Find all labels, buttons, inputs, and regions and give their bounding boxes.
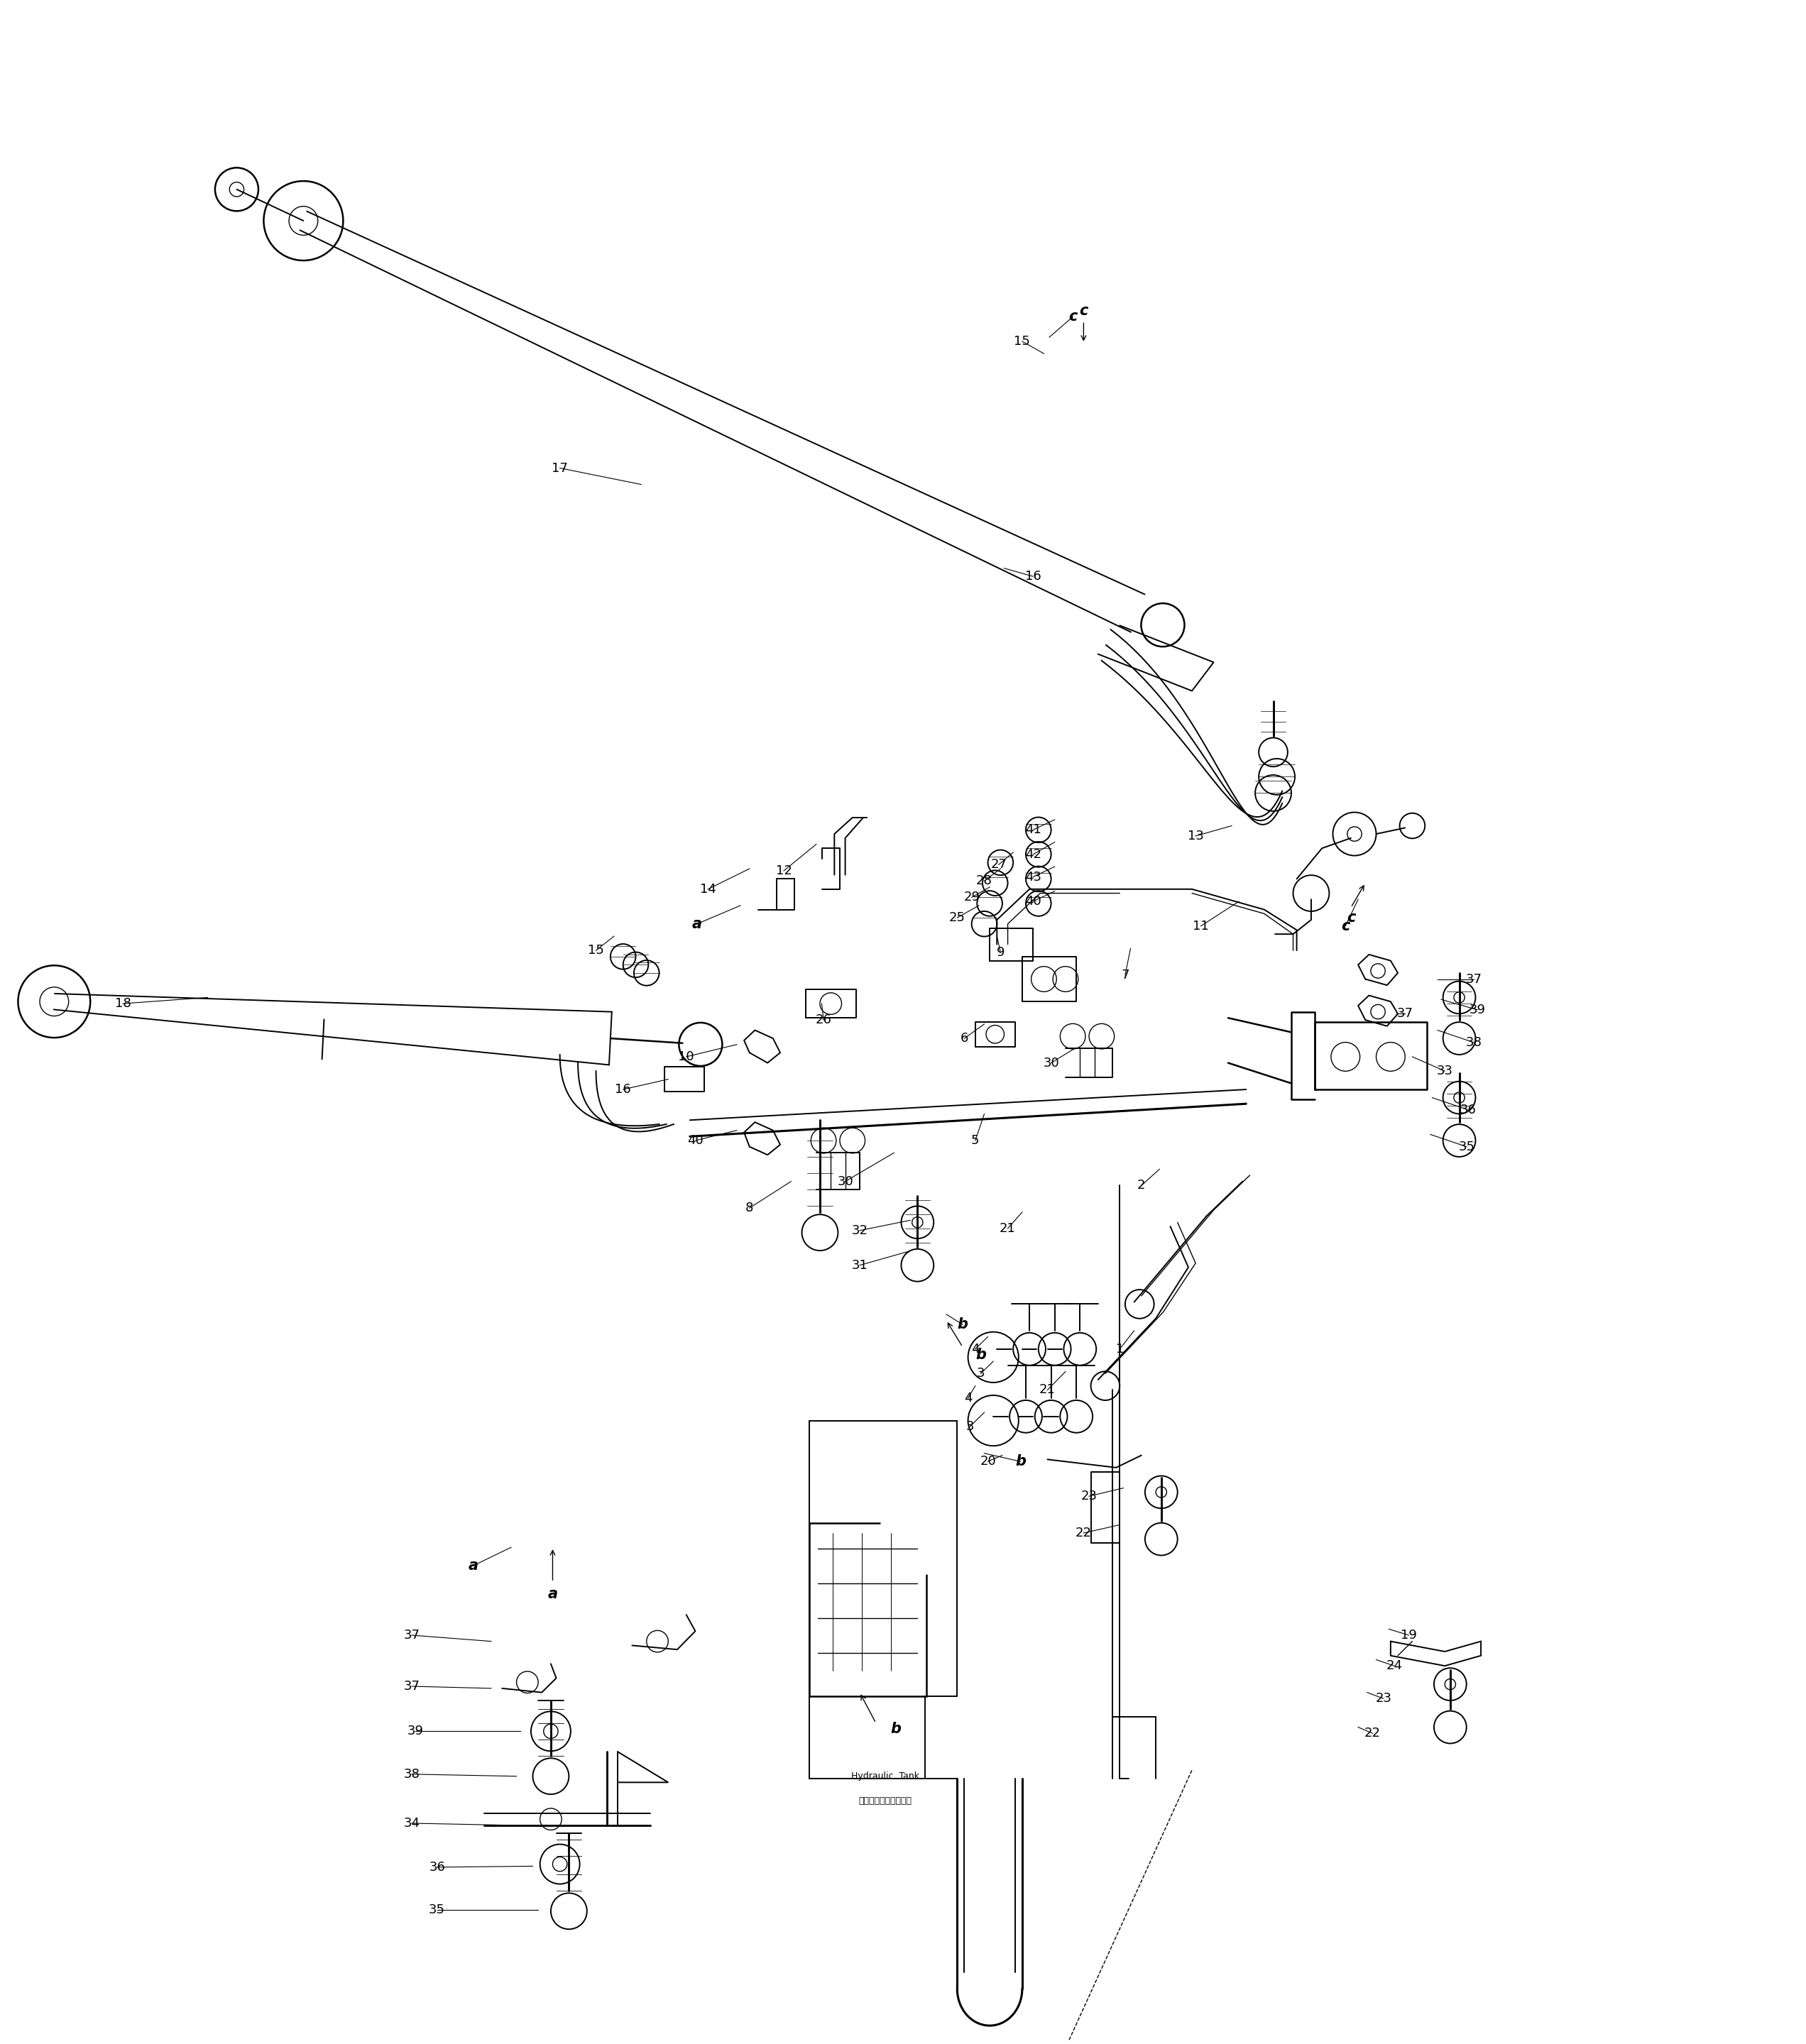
Text: 43: 43 [1024,871,1042,883]
Text: 21: 21 [1040,1384,1055,1396]
Text: 38: 38 [1466,1036,1481,1049]
Text: 35: 35 [428,1903,446,1917]
Text: a: a [692,918,703,930]
Text: 8: 8 [746,1202,753,1214]
Text: 39: 39 [1468,1004,1486,1016]
Text: 38: 38 [405,1768,419,1780]
Text: ハイドロリックタンク: ハイドロリックタンク [858,1797,912,1805]
Text: 33: 33 [1436,1065,1454,1077]
Text: Hydraulic  Tank: Hydraulic Tank [851,1772,919,1780]
Text: 2: 2 [1138,1179,1145,1192]
Text: 11: 11 [1194,920,1208,932]
Text: 37: 37 [1396,1008,1414,1020]
Text: 23: 23 [1080,1490,1098,1502]
Text: 29: 29 [963,891,981,903]
Text: 21: 21 [1001,1222,1015,1235]
Text: c: c [1342,920,1349,932]
Text: 40: 40 [688,1134,703,1147]
Text: 16: 16 [616,1083,630,1096]
Text: c: c [1080,305,1087,317]
Text: 18: 18 [116,997,130,1010]
Text: 15: 15 [1015,335,1029,347]
Text: 40: 40 [1026,895,1040,908]
Text: 13: 13 [1188,830,1203,842]
Text: 5: 5 [972,1134,979,1147]
Text: 39: 39 [406,1725,424,1737]
Text: c: c [1069,311,1076,323]
Text: 23: 23 [1374,1692,1392,1705]
Text: b: b [975,1349,986,1361]
Text: 15: 15 [589,944,603,957]
Text: 7: 7 [1122,969,1129,981]
Text: 24: 24 [1385,1660,1403,1672]
Text: 27: 27 [990,858,1008,871]
Text: 28: 28 [977,875,991,887]
Text: 42: 42 [1024,848,1042,861]
Text: 32: 32 [851,1224,869,1237]
Text: b: b [957,1318,968,1331]
Text: 31: 31 [852,1259,867,1271]
Text: 3: 3 [966,1421,973,1433]
Text: 20: 20 [981,1455,995,1468]
Text: 14: 14 [701,883,715,895]
Text: 37: 37 [1465,973,1483,985]
Text: 10: 10 [679,1051,694,1063]
Text: 34: 34 [403,1817,421,1829]
Text: 4: 4 [964,1392,972,1404]
Text: 22: 22 [1075,1527,1093,1539]
Text: a: a [468,1560,479,1572]
Text: 35: 35 [1457,1141,1476,1153]
Text: 9: 9 [997,946,1004,959]
Text: 36: 36 [1461,1104,1476,1116]
Text: 37: 37 [403,1629,421,1641]
Text: 4: 4 [972,1343,979,1355]
Text: 30: 30 [1044,1057,1058,1069]
Text: c: c [1347,912,1354,924]
Text: 22: 22 [1364,1727,1382,1739]
Text: 1: 1 [1116,1343,1123,1355]
Text: a: a [547,1588,558,1600]
Text: 37: 37 [403,1680,421,1692]
Text: 30: 30 [838,1175,852,1188]
Text: 6: 6 [961,1032,968,1044]
Text: b: b [1015,1455,1026,1468]
Text: 25: 25 [948,912,966,924]
Text: 12: 12 [777,865,791,877]
Text: 17: 17 [553,462,567,474]
Text: b: b [890,1723,901,1735]
Text: 41: 41 [1026,824,1040,836]
Text: 36: 36 [430,1860,444,1874]
Text: 26: 26 [816,1014,831,1026]
Text: 16: 16 [1026,570,1040,583]
Text: 19: 19 [1401,1629,1416,1641]
Text: 3: 3 [977,1367,984,1380]
